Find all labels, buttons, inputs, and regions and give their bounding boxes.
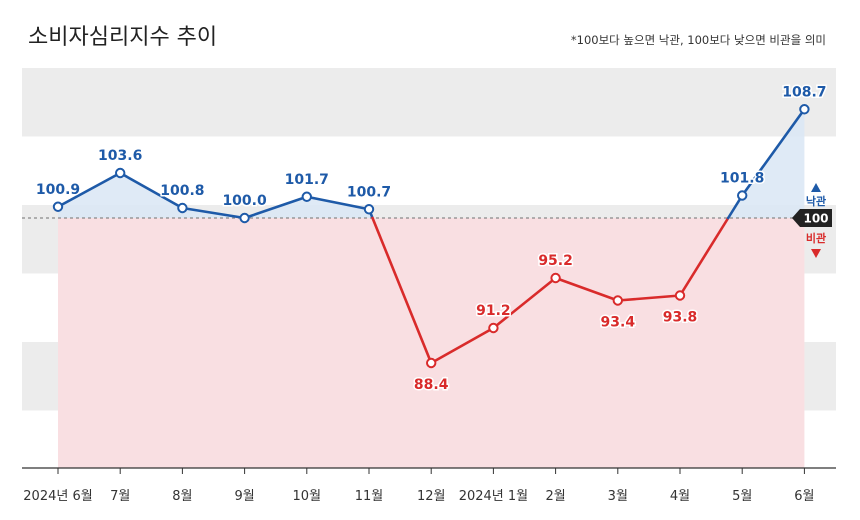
data-point	[488, 322, 499, 334]
data-label: 95.2	[538, 253, 573, 269]
data-point	[363, 204, 375, 215]
x-tick-label: 2월	[545, 489, 565, 504]
data-label: 101.8	[720, 171, 764, 187]
data-labels: 100.9 103.6 100.8 100.0 101.7 100.7 88.4 91.2 95…	[34, 83, 828, 395]
above-label: 낙관	[806, 194, 826, 208]
data-point	[115, 167, 126, 179]
data-label: 101.7	[285, 172, 329, 188]
chart-note: *100보다 높으면 낙관, 100보다 낮으면 비관을 의미	[571, 33, 826, 47]
x-tick-label: 4월	[670, 489, 690, 504]
data-point	[426, 357, 437, 369]
series-line-segment	[616, 294, 682, 302]
x-tick-label: 7월	[110, 489, 130, 504]
reference-badge	[792, 209, 832, 227]
x-tick-label: 11월	[355, 489, 384, 504]
x-tick-label: 6월	[794, 489, 814, 504]
x-tick-label: 2024년 1월	[459, 489, 528, 504]
x-tick-label: 8월	[172, 489, 192, 504]
data-point	[674, 290, 686, 301]
data-label: 100.7	[347, 184, 391, 200]
band	[22, 68, 836, 137]
series-line-segment	[740, 107, 806, 197]
series-line-segment	[243, 195, 309, 220]
series-line-segment	[492, 276, 557, 330]
data-point	[52, 201, 64, 212]
data-label: 103.6	[98, 148, 142, 164]
data-label: 100.8	[160, 183, 204, 199]
x-tick-label: 5월	[732, 489, 752, 504]
series-line-segment	[118, 171, 184, 210]
reference-badge-label: 100	[803, 212, 828, 226]
series-line-segment	[305, 195, 371, 211]
data-label: 93.4	[601, 315, 636, 331]
data-label: 100.0	[222, 193, 267, 209]
data-point	[177, 202, 188, 214]
series-line-segment	[371, 216, 433, 365]
below-reference-fill	[58, 218, 805, 468]
data-label: 93.8	[663, 310, 698, 326]
x-axis: 2024년 6월 7월 8월 9월 10월 11월 12월 2024년 1월 2월 3월 4월 5월 6…	[22, 467, 836, 504]
data-point	[550, 272, 561, 284]
x-tick-label: 3월	[608, 489, 628, 504]
data-point	[799, 104, 810, 115]
below-label: 비관	[806, 231, 826, 245]
area-fills	[58, 109, 805, 468]
chart-title: 소비자심리지수 추이	[28, 25, 217, 50]
data-points	[52, 104, 810, 369]
data-label: 108.7	[782, 84, 826, 100]
reference-side-labels: 낙관 100 비관	[792, 183, 832, 258]
data-point	[301, 191, 312, 202]
data-label: 91.2	[476, 303, 511, 319]
x-tick-label: 10월	[293, 489, 322, 504]
data-label: 100.9	[36, 182, 80, 198]
series-line-segment	[554, 276, 620, 302]
down-triangle-icon	[811, 249, 821, 258]
above-reference-fill	[58, 109, 805, 218]
series-line-segment	[678, 216, 730, 297]
data-point	[737, 190, 748, 201]
series-line-segment	[429, 326, 495, 365]
data-point	[612, 295, 623, 306]
series-line-segment	[181, 206, 246, 220]
data-point	[239, 212, 250, 224]
series-line-segment	[56, 171, 122, 209]
x-tick-label: 12월	[417, 489, 446, 504]
x-tick-label: 2024년 6월	[23, 489, 92, 504]
series-lines	[56, 107, 806, 365]
up-triangle-icon	[811, 183, 821, 192]
x-tick-label: 9월	[234, 489, 254, 504]
data-label: 88.4	[414, 377, 449, 393]
